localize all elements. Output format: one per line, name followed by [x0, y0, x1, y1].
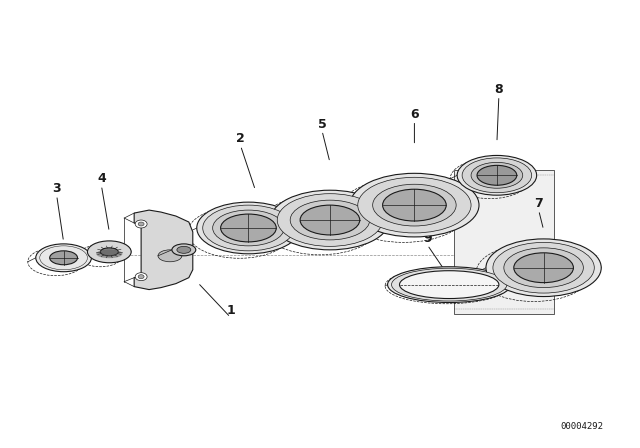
Ellipse shape [358, 177, 471, 233]
Ellipse shape [504, 248, 583, 288]
Ellipse shape [493, 242, 595, 293]
Ellipse shape [277, 194, 383, 246]
Text: 3: 3 [52, 182, 61, 195]
Text: 00004292: 00004292 [560, 422, 604, 431]
Polygon shape [454, 170, 554, 314]
Text: 1: 1 [226, 305, 235, 318]
Ellipse shape [383, 189, 446, 221]
Text: 4: 4 [97, 172, 106, 185]
Ellipse shape [221, 214, 276, 242]
Ellipse shape [36, 244, 92, 271]
Text: 9: 9 [423, 232, 431, 245]
Ellipse shape [457, 155, 537, 195]
Ellipse shape [96, 250, 122, 258]
Ellipse shape [196, 202, 300, 254]
Ellipse shape [138, 222, 144, 226]
Ellipse shape [471, 162, 523, 188]
Ellipse shape [388, 267, 511, 302]
Ellipse shape [270, 190, 390, 250]
Ellipse shape [300, 205, 360, 235]
Text: 8: 8 [495, 83, 503, 96]
Ellipse shape [462, 158, 532, 193]
Polygon shape [134, 210, 193, 289]
Text: 7: 7 [534, 197, 543, 210]
Ellipse shape [50, 251, 77, 265]
Text: 6: 6 [410, 108, 419, 121]
Text: 2: 2 [236, 133, 245, 146]
Ellipse shape [212, 210, 284, 246]
Ellipse shape [203, 205, 294, 251]
Ellipse shape [514, 253, 573, 283]
Ellipse shape [100, 248, 118, 256]
Ellipse shape [290, 200, 370, 240]
Ellipse shape [392, 268, 507, 301]
Ellipse shape [372, 184, 456, 226]
Ellipse shape [486, 239, 601, 297]
Ellipse shape [88, 241, 131, 263]
Ellipse shape [399, 271, 499, 298]
Ellipse shape [477, 165, 516, 185]
Ellipse shape [172, 244, 196, 256]
Ellipse shape [135, 273, 147, 280]
Ellipse shape [350, 173, 479, 237]
Ellipse shape [177, 246, 191, 253]
Ellipse shape [135, 220, 147, 228]
Ellipse shape [158, 250, 182, 262]
Ellipse shape [138, 275, 144, 279]
Text: 5: 5 [317, 117, 326, 130]
